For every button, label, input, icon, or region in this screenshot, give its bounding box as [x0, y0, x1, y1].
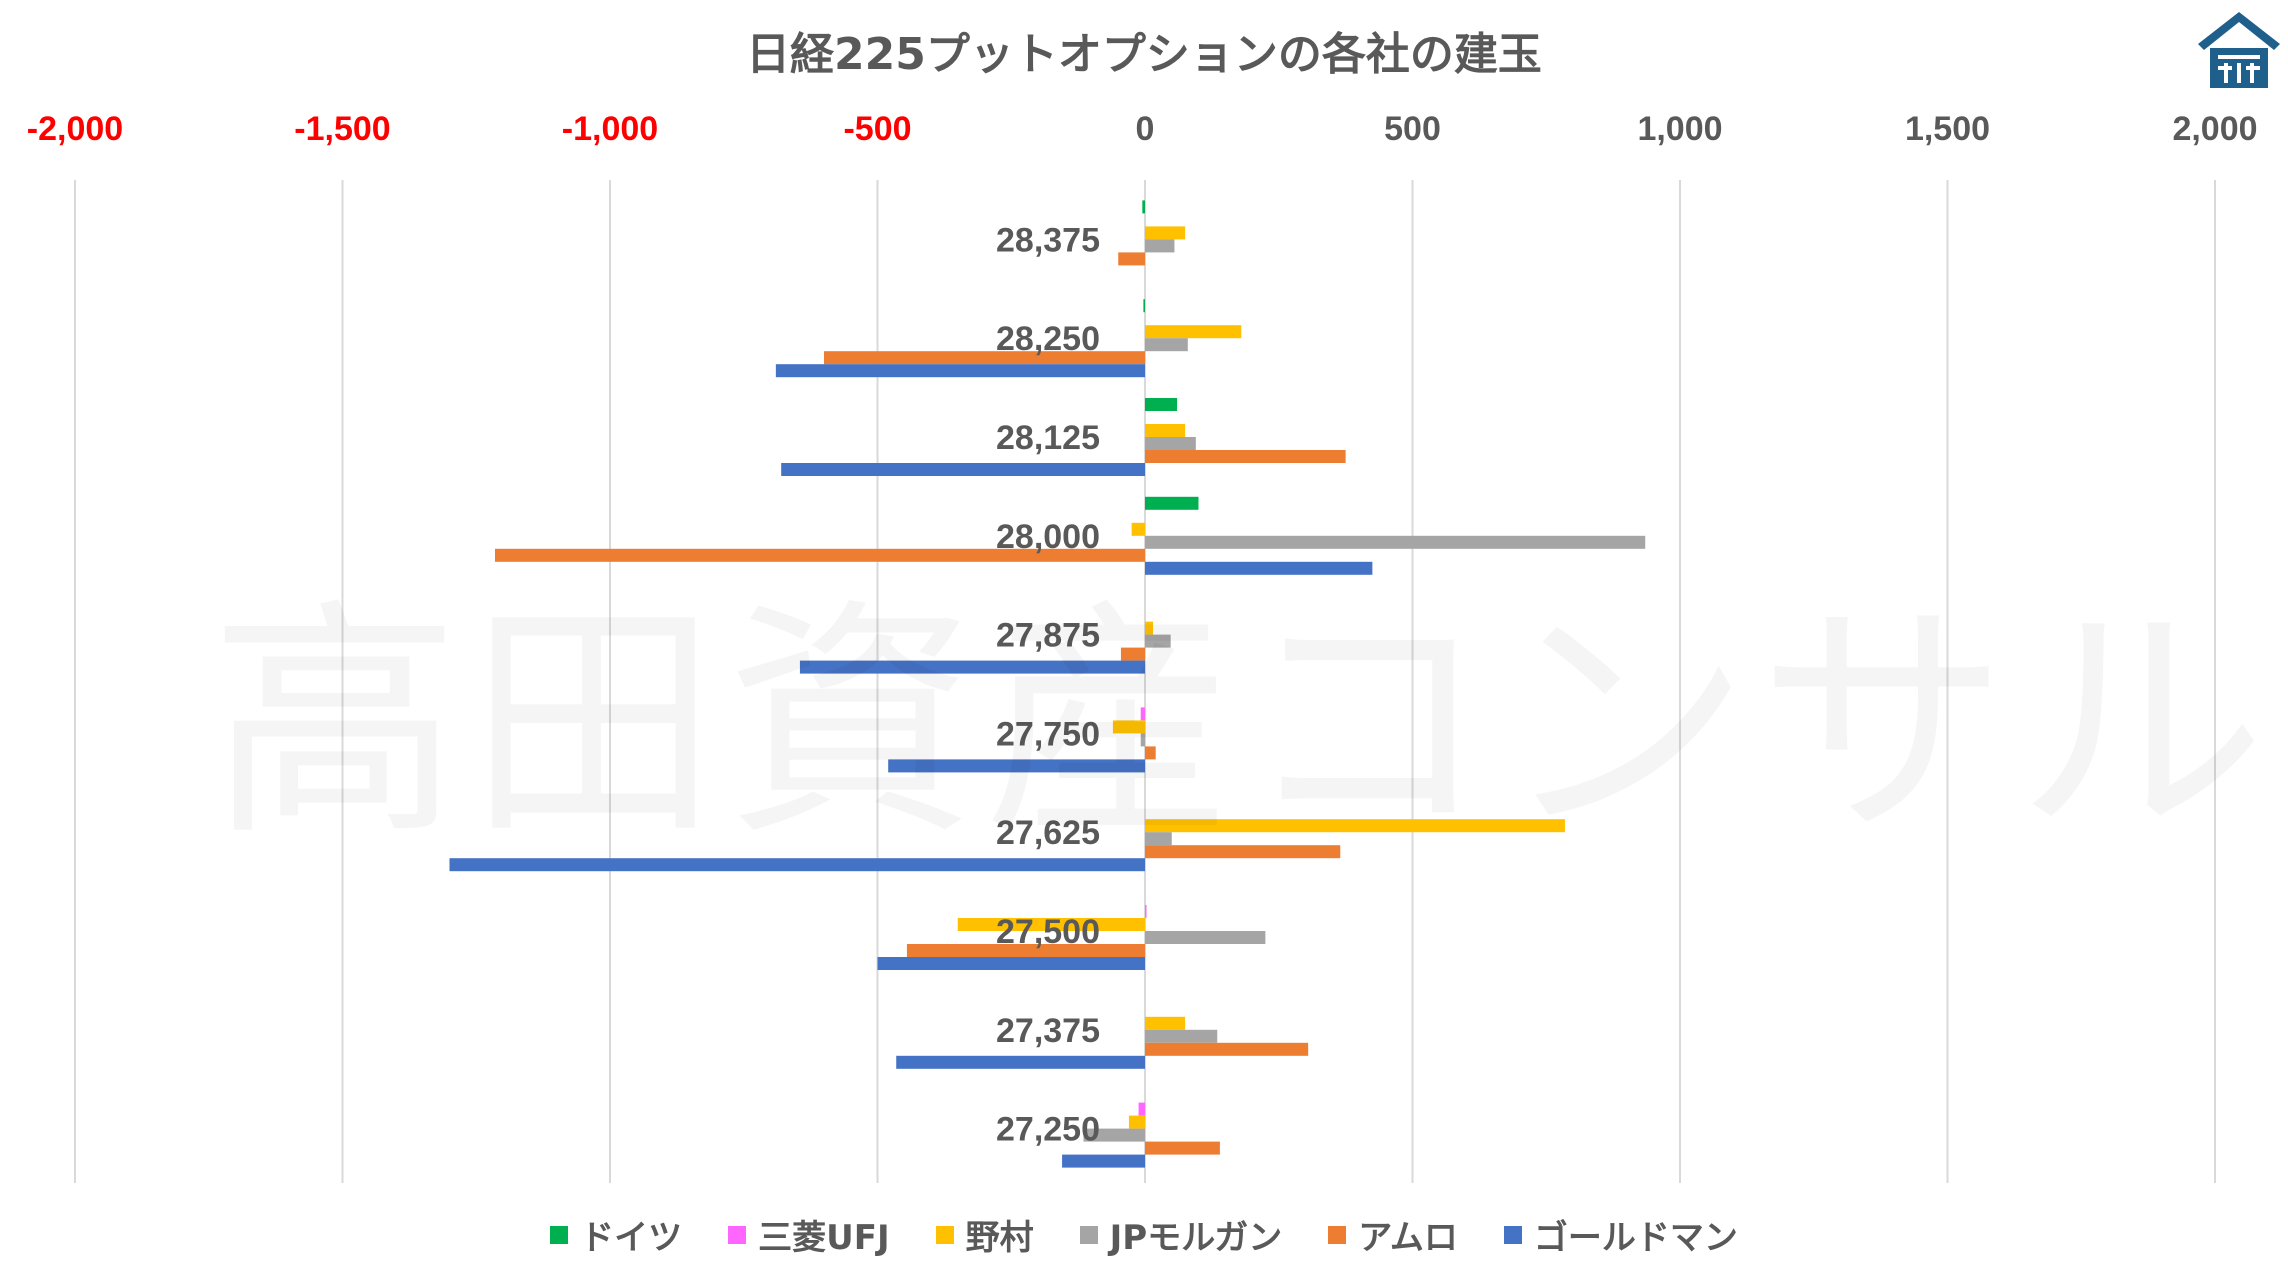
- bar-野村-28,375: [1145, 226, 1186, 240]
- legend-swatch: [1328, 1225, 1347, 1244]
- bar-アムロ-27,625: [1145, 845, 1341, 859]
- bar-野村-27,750: [1112, 720, 1145, 734]
- bar-アムロ-27,500: [906, 944, 1145, 957]
- legend-label: 三菱UFJ: [758, 1218, 890, 1258]
- legend-item: アムロ: [1328, 1210, 1458, 1259]
- grid-layer: [74, 180, 2216, 1183]
- x-tick-label: 0: [1136, 110, 1155, 148]
- bar-野村-28,125: [1145, 424, 1186, 437]
- chart-legend: ドイツ 三菱UFJ 野村 JPモルガン アムロ ゴールドマン: [0, 1210, 2288, 1259]
- bar-野村-27,250: [1128, 1115, 1145, 1129]
- bar-アムロ-28,125: [1145, 450, 1346, 463]
- legend-swatch: [1079, 1225, 1098, 1244]
- legend-item: 三菱UFJ: [728, 1210, 890, 1259]
- bar-JPモルガン-28,375: [1145, 239, 1175, 253]
- bar-ゴールドマン-27,875: [799, 660, 1145, 674]
- bar-アムロ-27,375: [1145, 1042, 1309, 1056]
- bar-野村-27,625: [1145, 819, 1565, 833]
- bar-JPモルガン-27,750: [1140, 733, 1145, 747]
- bar-三菱UFJ-27,500: [1145, 905, 1147, 918]
- bar-野村-28,000: [1131, 522, 1145, 536]
- bar-ドイツ-28,125: [1145, 398, 1178, 411]
- category-label: 28,000: [996, 518, 1100, 556]
- legend-label: ゴールドマン: [1533, 1218, 1738, 1258]
- x-tick-label: -1,500: [294, 110, 390, 148]
- bar-アムロ-28,250: [824, 351, 1145, 365]
- bar-ドイツ-28,000: [1145, 496, 1199, 510]
- bar-JPモルガン-27,500: [1145, 931, 1266, 944]
- company-logo-icon: [2198, 12, 2280, 88]
- bar-JPモルガン-27,625: [1145, 832, 1172, 846]
- legend-label: アムロ: [1358, 1218, 1458, 1258]
- category-label: 28,125: [996, 419, 1100, 457]
- bar-野村-28,250: [1145, 325, 1242, 339]
- legend-item: 野村: [935, 1210, 1034, 1259]
- x-tick-label: -1,000: [562, 110, 658, 148]
- chart-title: 日経225プットオプションの各社の建玉: [746, 29, 1542, 80]
- tick-labels: -2,000 -1,500 -1,000 -500 0 500 1,000 1,500 2,00…: [27, 110, 2258, 148]
- category-label: 28,375: [996, 221, 1100, 259]
- category-label: 27,625: [996, 814, 1100, 852]
- bar-アムロ-27,250: [1145, 1141, 1220, 1155]
- category-label: 27,875: [996, 617, 1100, 655]
- category-label: 27,750: [996, 715, 1100, 753]
- legend-item: ゴールドマン: [1503, 1210, 1738, 1259]
- bar-JPモルガン-28,000: [1145, 535, 1646, 549]
- legend-label: ドイツ: [580, 1218, 683, 1258]
- legend-swatch: [1503, 1225, 1522, 1244]
- bar-ドイツ-28,250: [1143, 299, 1145, 313]
- bar-JPモルガン-28,125: [1145, 437, 1196, 450]
- legend-label: JPモルガン: [1109, 1218, 1283, 1258]
- bar-ゴールドマン-27,625: [449, 858, 1145, 872]
- category-label: 28,250: [996, 320, 1100, 358]
- bar-野村-27,500: [957, 918, 1145, 931]
- bar-三菱UFJ-27,250: [1138, 1102, 1145, 1116]
- category-label: 27,250: [996, 1111, 1100, 1149]
- x-tick-label: 1,500: [1905, 110, 1990, 148]
- category-label: 27,500: [996, 913, 1100, 951]
- legend-swatch: [550, 1225, 569, 1244]
- category-label: 27,375: [996, 1012, 1100, 1050]
- bar-ゴールドマン-27,375: [896, 1055, 1145, 1069]
- bar-アムロ-28,000: [494, 548, 1146, 562]
- x-tick-label: 2,000: [2172, 110, 2257, 148]
- bar-三菱UFJ-27,750: [1140, 707, 1145, 721]
- bar-layer: [449, 200, 1646, 1168]
- bar-JPモルガン-28,250: [1145, 338, 1188, 352]
- legend-item: JPモルガン: [1079, 1210, 1283, 1259]
- x-tick-label: -2,000: [27, 110, 123, 148]
- bar-アムロ-28,375: [1118, 252, 1145, 266]
- x-tick-label: 500: [1384, 110, 1441, 148]
- bar-JPモルガン-27,875: [1145, 634, 1171, 648]
- bar-アムロ-27,750: [1145, 746, 1156, 760]
- x-tick-label: -500: [843, 110, 911, 148]
- bar-ゴールドマン-27,250: [1062, 1154, 1145, 1168]
- legend-item: ドイツ: [550, 1210, 682, 1259]
- bar-アムロ-27,875: [1120, 647, 1145, 661]
- bar-ゴールドマン-28,125: [781, 463, 1145, 476]
- bar-ゴールドマン-27,500: [877, 957, 1145, 970]
- bar-ゴールドマン-27,750: [888, 759, 1145, 773]
- bar-JPモルガン-27,250: [1083, 1128, 1145, 1142]
- bar-ゴールドマン-28,250: [775, 364, 1145, 378]
- bar-JPモルガン-27,375: [1145, 1029, 1218, 1043]
- legend-label: 野村: [965, 1218, 1034, 1258]
- bar-ゴールドマン-28,000: [1145, 561, 1373, 575]
- category-labels: 28,375 28,250 28,125 28,000 27,875 27,750 27,6…: [996, 221, 1100, 1148]
- bar-野村-27,375: [1145, 1016, 1186, 1030]
- legend-swatch: [728, 1225, 747, 1244]
- x-tick-label: 1,000: [1637, 110, 1722, 148]
- legend-swatch: [935, 1225, 954, 1244]
- bar-野村-27,875: [1145, 621, 1154, 635]
- bar-ドイツ-28,375: [1142, 200, 1145, 214]
